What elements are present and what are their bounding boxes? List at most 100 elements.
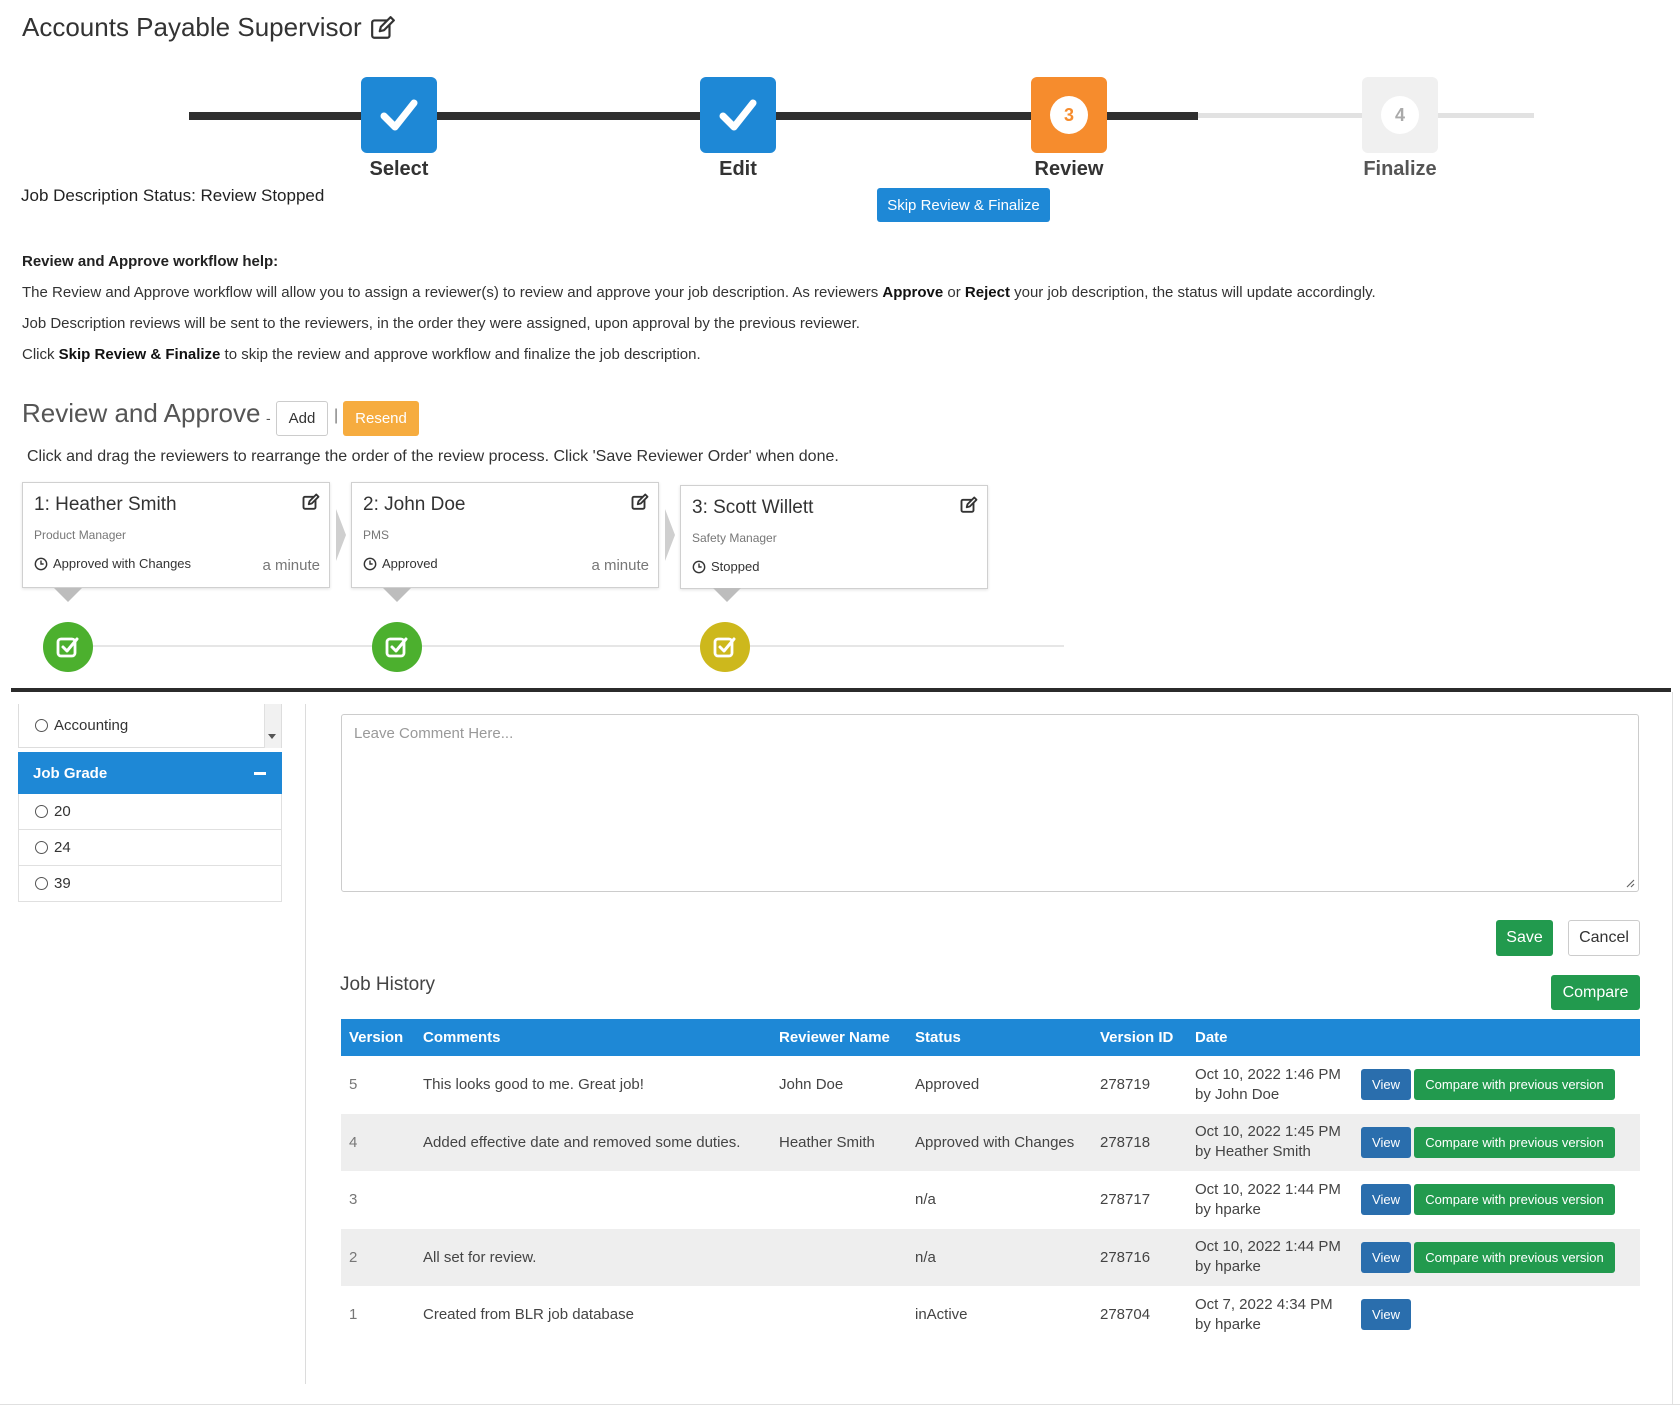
cell-version: 2 <box>341 1228 415 1286</box>
reviewer-name: 2: John Doe <box>363 494 466 515</box>
card-pointer <box>54 588 82 602</box>
department-filter-list[interactable]: Accounting <box>18 704 282 748</box>
job-grade-radio-item[interactable]: 39 <box>35 875 71 892</box>
step-label-finalize: Finalize <box>1363 158 1437 180</box>
cell-version-id: 278704 <box>1100 1306 1151 1324</box>
job-grade-option[interactable]: 39 <box>18 866 282 902</box>
cell-status: n/a <box>915 1191 936 1209</box>
job-grade-option[interactable]: 24 <box>18 830 282 866</box>
help-text: your job description, the status will up… <box>1009 284 1376 301</box>
filter-option-label: Accounting <box>54 717 129 734</box>
cell-date: Oct 10, 2022 1:44 PM by hparke <box>1187 1228 1353 1286</box>
step-finalize[interactable]: 4 <box>1362 77 1438 153</box>
reviewer-status-indicator-yellow <box>700 622 750 672</box>
reviewer-card[interactable]: 3: Scott Willett Safety Manager Stopped <box>680 485 988 589</box>
view-button[interactable]: View <box>1361 1184 1411 1216</box>
compare-button[interactable]: Compare <box>1551 975 1640 1010</box>
view-button[interactable]: View <box>1361 1069 1411 1101</box>
cell-comments: This looks good to me. Great job! <box>423 1076 644 1094</box>
page-title-text: Accounts Payable Supervisor <box>22 12 362 42</box>
cancel-button[interactable]: Cancel <box>1568 920 1640 956</box>
radio-button[interactable] <box>35 719 48 732</box>
job-grade-header[interactable]: Job Grade <box>18 752 282 794</box>
cell-date-by: by John Doe <box>1195 1085 1280 1103</box>
reviewer-status-indicator-green <box>372 622 422 672</box>
column-header-date[interactable]: Date <box>1187 1019 1353 1056</box>
panel-right-border <box>1672 692 1673 1404</box>
help-reject-term: Reject <box>964 284 1010 301</box>
collapse-minus-icon[interactable] <box>254 771 266 775</box>
radio-button[interactable] <box>35 805 48 818</box>
resend-button[interactable]: Resend <box>343 401 419 436</box>
radio-button[interactable] <box>35 841 48 854</box>
scroll-down-arrow-icon[interactable] <box>268 734 276 739</box>
edit-title-icon[interactable] <box>370 15 396 41</box>
help-text: The Review and Approve workflow will all… <box>22 284 883 301</box>
compare-previous-button[interactable]: Compare with previous version <box>1414 1126 1615 1158</box>
job-grade-option[interactable]: 20 <box>18 794 282 830</box>
cell-version: 3 <box>349 1191 358 1209</box>
step-finalize-number: 4 <box>1381 96 1419 134</box>
clock-icon <box>692 560 706 573</box>
cell-date: Oct 10, 2022 1:45 PM by Heather Smith <box>1187 1113 1353 1171</box>
column-header-status[interactable]: Status <box>907 1019 1092 1056</box>
compare-previous-button[interactable]: Compare with previous version <box>1414 1241 1615 1273</box>
step-select[interactable] <box>361 77 437 153</box>
checkbox-check-icon <box>56 637 79 658</box>
cell-comments: Created from BLR job database <box>423 1306 634 1324</box>
checkmark-icon <box>380 99 418 131</box>
view-button[interactable]: View <box>1361 1126 1411 1158</box>
cell-version-id: 278718 <box>1092 1113 1187 1171</box>
step-review[interactable]: 3 <box>1031 77 1107 153</box>
cell-reviewer: John Doe <box>779 1076 844 1094</box>
cell-comments <box>415 1171 771 1229</box>
job-description-status: Job Description Status: Review Stopped <box>21 186 325 205</box>
reviewer-role: Safety Manager <box>692 531 777 545</box>
reviewer-card[interactable]: 1: Heather Smith Product Manager Approve… <box>22 482 330 588</box>
column-header-comments[interactable]: Comments <box>415 1019 771 1056</box>
cell-actions: View Compare with previous version <box>1353 1228 1640 1286</box>
column-header-version-id[interactable]: Version ID <box>1092 1019 1187 1056</box>
reviewer-card[interactable]: 2: John Doe PMS Approved a minute <box>351 482 659 588</box>
table-row: 2 All set for review. n/a 278716 Oct 10,… <box>341 1228 1640 1286</box>
cell-reviewer <box>771 1171 907 1229</box>
scrollbar[interactable] <box>264 704 281 748</box>
resize-grip-icon[interactable] <box>1625 878 1635 888</box>
job-grade-radio-item[interactable]: 20 <box>35 803 71 820</box>
save-button[interactable]: Save <box>1496 920 1553 956</box>
view-button[interactable]: View <box>1361 1299 1411 1331</box>
radio-button[interactable] <box>35 877 48 890</box>
edit-reviewer-icon[interactable] <box>960 496 978 514</box>
cell-version: 1 <box>349 1306 358 1324</box>
cell-version-id: 278717 <box>1100 1191 1151 1209</box>
cell-date-by: by hparke <box>1195 1315 1261 1333</box>
compare-previous-button[interactable]: Compare with previous version <box>1414 1184 1615 1216</box>
cell-date: Oct 10, 2022 1:46 PM by John Doe <box>1187 1056 1353 1114</box>
table-row: 5 This looks good to me. Great job! John… <box>341 1056 1640 1114</box>
comment-textarea[interactable] <box>341 714 1639 892</box>
clock-icon <box>34 557 48 570</box>
step-edit[interactable] <box>700 77 776 153</box>
edit-reviewer-icon[interactable] <box>302 493 320 511</box>
skip-review-finalize-button[interactable]: Skip Review & Finalize <box>877 188 1050 222</box>
column-header-reviewer-name[interactable]: Reviewer Name <box>771 1019 907 1056</box>
job-history-table: Version Comments Reviewer Name Status Ve… <box>341 1019 1640 1344</box>
page-bottom-border <box>0 1404 1680 1405</box>
step-review-number: 3 <box>1050 96 1088 134</box>
view-button[interactable]: View <box>1361 1241 1411 1273</box>
card-order-arrow <box>665 509 675 561</box>
help-line-2: Job Description reviews will be sent to … <box>22 315 860 332</box>
card-order-arrow <box>336 509 346 561</box>
reviewer-status: Approved <box>363 556 438 571</box>
add-reviewer-button[interactable]: Add <box>276 401 328 436</box>
reviewer-status: Approved with Changes <box>34 556 191 571</box>
help-approve-term: Approve <box>882 284 944 301</box>
job-grade-radio-item[interactable]: 24 <box>35 839 71 856</box>
column-header-version[interactable]: Version <box>341 1019 415 1056</box>
compare-previous-button[interactable]: Compare with previous version <box>1414 1069 1615 1101</box>
filter-option-accounting[interactable]: Accounting <box>35 717 128 734</box>
edit-reviewer-icon[interactable] <box>631 493 649 511</box>
cell-reviewer <box>771 1228 907 1286</box>
help-text: or <box>943 284 965 301</box>
cell-status: Approved with Changes <box>907 1113 1092 1171</box>
